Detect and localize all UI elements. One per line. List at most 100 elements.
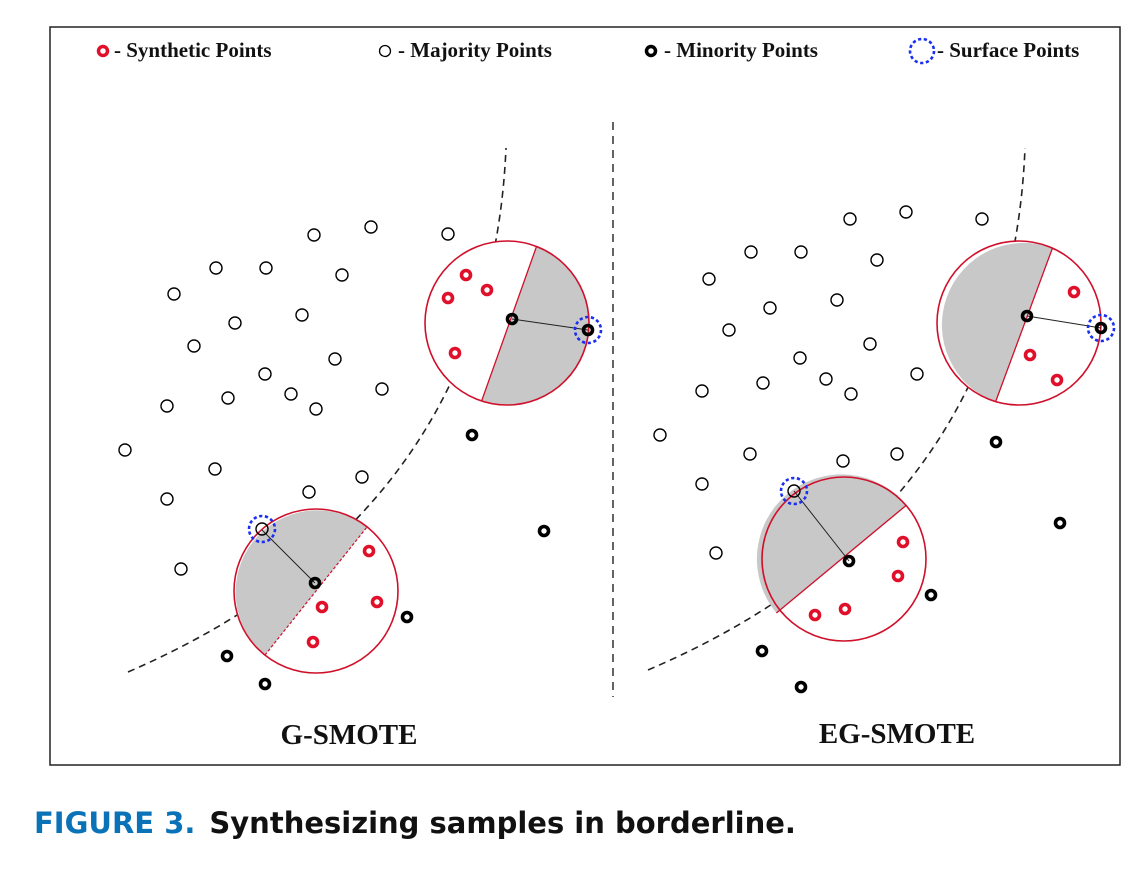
majority-point	[160, 399, 174, 413]
majority-point	[787, 484, 801, 498]
majority-point	[255, 522, 269, 536]
minority-point	[581, 323, 595, 337]
majority-point	[302, 485, 316, 499]
surface-point	[247, 514, 277, 544]
minority-point	[1094, 321, 1108, 335]
legend-synthetic-label: - Synthetic Points	[114, 38, 272, 62]
synthetic-point	[480, 283, 494, 297]
majority-point	[870, 253, 884, 267]
synthetic-point	[1067, 285, 1081, 299]
synthetic-point	[459, 268, 473, 282]
synthetic-point	[1023, 348, 1037, 362]
majority-point	[756, 376, 770, 390]
minority-point	[400, 610, 414, 624]
legend-majority-label: - Majority Points	[398, 38, 552, 62]
figure-caption-label: FIGURE 3.	[34, 806, 196, 840]
majority-point	[863, 337, 877, 351]
majority-point	[307, 228, 321, 242]
legend-minority-label: - Minority Points	[664, 38, 818, 62]
synthetic-point	[1050, 373, 1064, 387]
majority-point	[830, 293, 844, 307]
majority-point	[653, 428, 667, 442]
minority-point	[989, 435, 1003, 449]
shaded-half-region	[235, 510, 368, 656]
synthetic-point	[370, 595, 384, 609]
majority-point	[375, 382, 389, 396]
geometric-region-upper	[424, 240, 590, 406]
synthetic-point	[362, 544, 376, 558]
majority-point	[209, 261, 223, 275]
figure-caption-text: Synthesizing samples in borderline.	[209, 806, 796, 840]
panel-title-eg-smote: EG-SMOTE	[819, 718, 975, 750]
minority-points	[220, 312, 595, 691]
majority-point	[187, 339, 201, 353]
figure-frame	[49, 26, 1121, 766]
synthetic-point	[808, 608, 822, 622]
surface-point	[573, 315, 603, 345]
minority-points	[755, 309, 1108, 694]
synthetic-point	[315, 600, 329, 614]
legend-surface-marker	[908, 37, 936, 65]
decision-boundary	[647, 147, 1026, 671]
majority-point	[228, 316, 242, 330]
majority-point	[794, 245, 808, 259]
legend-surface-label: - Surface Points	[937, 38, 1079, 62]
majority-point	[167, 287, 181, 301]
majority-point	[709, 546, 723, 560]
decision-boundary	[127, 147, 507, 673]
majority-point	[309, 402, 323, 416]
majority-points	[118, 220, 455, 576]
synthetic-point	[441, 291, 455, 305]
majority-point	[335, 268, 349, 282]
majority-point	[258, 367, 272, 381]
minority-point	[220, 649, 234, 663]
geometric-region-upper	[936, 240, 1102, 406]
majority-point	[295, 308, 309, 322]
synthetic-points	[306, 268, 494, 649]
shaded-half-region	[756, 474, 907, 613]
majority-point	[174, 562, 188, 576]
legend-minority-marker	[644, 44, 658, 58]
majority-point	[722, 323, 736, 337]
minority-point	[537, 524, 551, 538]
minority-point	[505, 312, 519, 326]
minority-point	[755, 644, 769, 658]
majority-point	[328, 352, 342, 366]
majority-point	[843, 212, 857, 226]
majority-point	[221, 391, 235, 405]
legend: - Synthetic Points - Majority Points - M…	[96, 37, 1079, 65]
majority-point	[743, 447, 757, 461]
shaded-half-region	[481, 246, 590, 406]
legend-majority-marker	[378, 44, 392, 58]
surface-point	[779, 476, 809, 506]
majority-point	[890, 447, 904, 461]
minority-point	[842, 554, 856, 568]
majority-point	[364, 220, 378, 234]
majority-point	[744, 245, 758, 259]
minority-point	[465, 428, 479, 442]
synthetic-point	[891, 569, 905, 583]
minority-point	[924, 588, 938, 602]
synthetic-point	[448, 346, 462, 360]
majority-point	[118, 443, 132, 457]
majority-point	[899, 205, 913, 219]
minority-point	[308, 576, 322, 590]
majority-point	[160, 492, 174, 506]
surface-points	[779, 313, 1116, 506]
surface-points	[247, 315, 603, 544]
majority-point	[910, 367, 924, 381]
synthetic-point	[306, 635, 320, 649]
synthetic-point	[838, 602, 852, 616]
majority-point	[975, 212, 989, 226]
panel-title-g-smote: G-SMOTE	[281, 719, 418, 751]
majority-point	[259, 261, 273, 275]
majority-point	[819, 372, 833, 386]
geometric-region-lower	[233, 508, 399, 674]
smote-comparison-figure: - Synthetic Points - Majority Points - M…	[49, 26, 1121, 766]
synthetic-point	[896, 535, 910, 549]
shaded-half-region	[941, 242, 1053, 402]
majority-point	[695, 384, 709, 398]
majority-point	[355, 470, 369, 484]
majority-point	[844, 387, 858, 401]
majority-point	[208, 462, 222, 476]
